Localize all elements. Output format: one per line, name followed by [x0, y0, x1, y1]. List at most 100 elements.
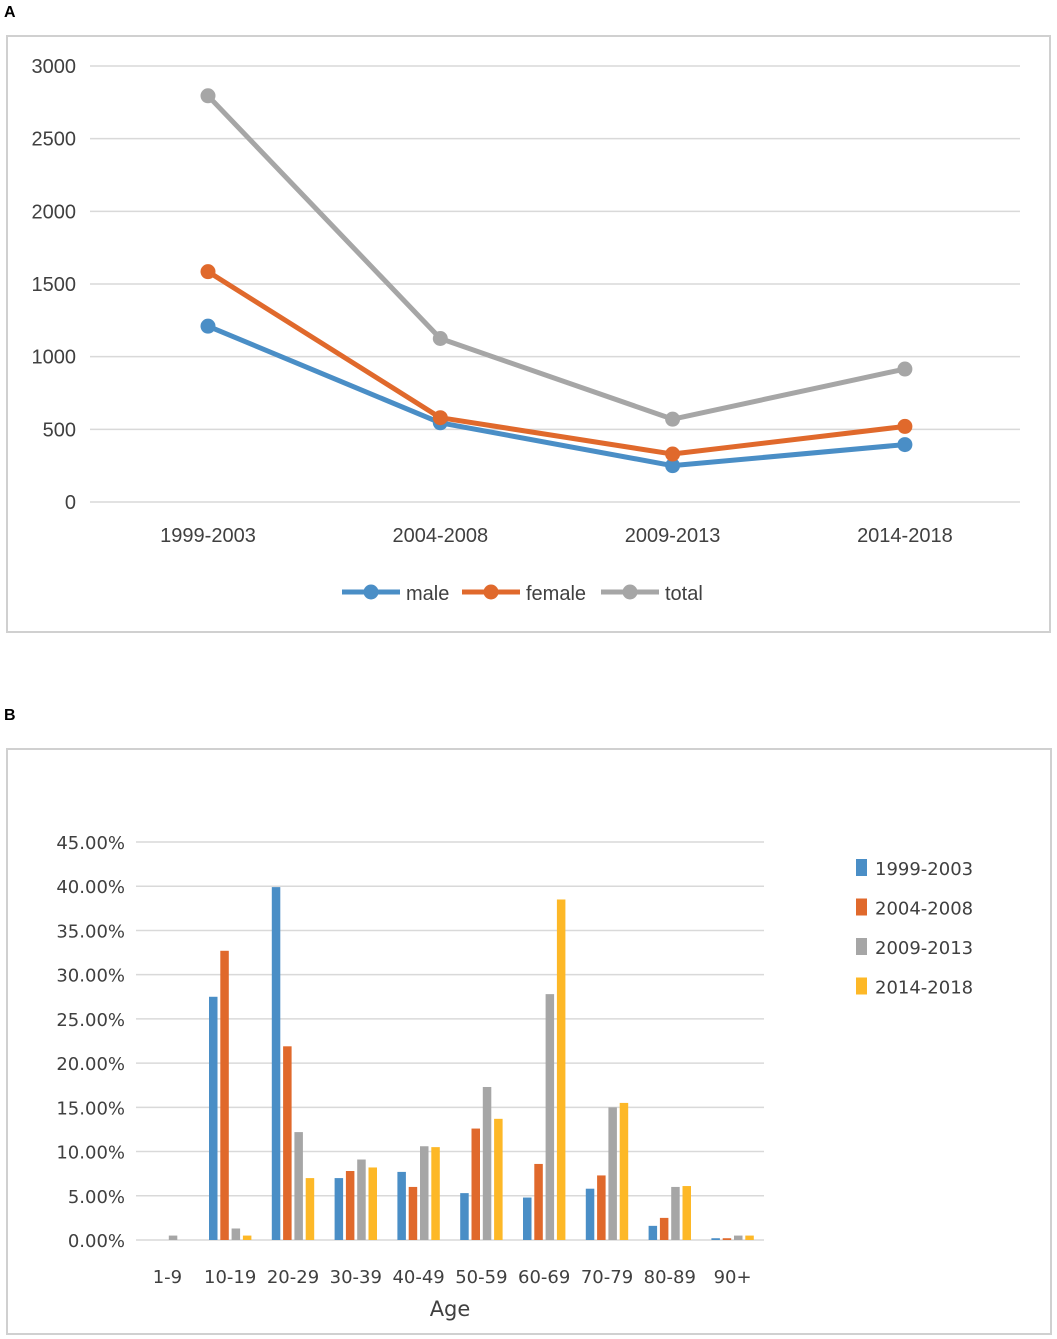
legend-marker-male [363, 584, 379, 600]
legend-label-female: female [526, 583, 586, 605]
legend-marker-female [483, 584, 499, 600]
bar-2009-2013 [231, 1228, 241, 1240]
bar-1999-2003 [397, 1171, 406, 1240]
bar-2009-2013 [671, 1186, 680, 1240]
legend-label-2014-2018: 2014-2018 [875, 978, 973, 999]
legend-label-male: male [406, 583, 449, 605]
bar-2014-2018 [242, 1235, 252, 1240]
y-tick-label: 1000 [32, 347, 77, 369]
bar-2014-2018 [745, 1235, 754, 1240]
y-tick-label: 1500 [32, 274, 77, 296]
bar-2014-2018 [556, 899, 566, 1240]
y-tick-label: 5.00% [68, 1187, 125, 1208]
panel-a-label: A [4, 4, 16, 21]
bar-1999-2003 [585, 1188, 595, 1240]
x-tick-label: 1999-2003 [160, 525, 256, 547]
panel-b-label: B [4, 707, 16, 724]
y-tick-label: 30.00% [56, 966, 125, 987]
x-tick-label: 70-79 [581, 1267, 633, 1288]
bar-2014-2018 [305, 1178, 315, 1240]
series-line-total [206, 94, 906, 422]
y-tick-label: 2500 [32, 129, 77, 151]
bar-2009-2013 [608, 1107, 617, 1240]
bar-2004-2008 [722, 1238, 732, 1240]
bar-1999-2003 [271, 887, 281, 1240]
legend-label-total: total [665, 583, 703, 605]
legend-label-2009-2013: 2009-2013 [875, 938, 973, 959]
y-tick-label: 35.00% [56, 921, 125, 942]
bar-2009-2013 [734, 1235, 743, 1240]
bar-2014-2018 [431, 1147, 440, 1240]
x-tick-label: 50-59 [455, 1267, 507, 1288]
data-point-female [897, 418, 913, 434]
bar-2009-2013 [482, 1086, 492, 1240]
legend-label-2004-2008: 2004-2008 [875, 899, 973, 920]
bar-2014-2018 [682, 1186, 691, 1240]
data-point-total [200, 88, 216, 104]
data-point-female [200, 264, 216, 280]
bar-1999-2003 [711, 1238, 720, 1240]
legend-swatch-2014-2018 [856, 977, 867, 995]
x-tick-label: 10-19 [204, 1267, 256, 1288]
y-tick-label: 25.00% [56, 1010, 125, 1031]
bar-1999-2003 [460, 1193, 469, 1240]
bar-2004-2008 [534, 1163, 543, 1240]
bar-2004-2008 [408, 1186, 418, 1240]
x-tick-label: 30-39 [330, 1267, 382, 1288]
legend-marker-total [622, 584, 638, 600]
bar-1999-2003 [334, 1178, 344, 1240]
legend-swatch-2009-2013 [856, 938, 867, 955]
bar-2009-2013 [545, 994, 555, 1240]
chart-a-frame [6, 35, 1051, 633]
y-tick-label: 20.00% [56, 1054, 125, 1075]
bar-2004-2008 [345, 1171, 355, 1240]
bar-2004-2008 [220, 950, 229, 1240]
data-point-male [665, 458, 681, 474]
bar-1999-2003 [648, 1225, 658, 1240]
bar-1999-2003 [523, 1197, 532, 1240]
x-tick-label: 80-89 [644, 1267, 696, 1288]
y-tick-label: 15.00% [56, 1098, 125, 1119]
bar-2009-2013 [357, 1159, 366, 1240]
bar-2009-2013 [420, 1146, 429, 1240]
data-point-total [665, 411, 681, 427]
x-tick-label: 2004-2008 [392, 525, 488, 547]
y-tick-label: 40.00% [56, 877, 125, 898]
data-point-female [665, 446, 681, 462]
legend-swatch-1999-2003 [856, 859, 867, 876]
x-tick-label: 1-9 [153, 1267, 182, 1288]
data-point-male [897, 437, 913, 453]
data-point-male [200, 318, 216, 334]
bar-2009-2013 [168, 1235, 178, 1240]
bar-2014-2018 [619, 1102, 629, 1240]
x-tick-label: 2009-2013 [625, 525, 721, 547]
x-tick-label: 90+ [714, 1267, 752, 1288]
series-line-male [207, 323, 906, 469]
y-tick-label: 0.00% [68, 1231, 125, 1252]
bar-2004-2008 [471, 1128, 480, 1240]
bar-2004-2008 [283, 1046, 292, 1240]
data-point-total [432, 331, 448, 346]
y-tick-label: 3000 [32, 56, 77, 78]
bar-2004-2008 [597, 1175, 606, 1240]
y-tick-label: 500 [43, 419, 76, 441]
bar-2014-2018 [368, 1167, 377, 1240]
x-tick-label: 20-29 [267, 1267, 319, 1288]
x-tick-label: 60-69 [518, 1267, 570, 1288]
line-chart: 0 500 1000 1500 2000 2500 3000 1999-2003 2004-20… [32, 56, 1020, 605]
y-tick-label: 10.00% [56, 1143, 125, 1164]
y-tick-label: 45.00% [56, 833, 125, 854]
bar-2014-2018 [494, 1118, 503, 1240]
bar-1999-2003 [209, 996, 218, 1240]
data-point-total [897, 361, 913, 377]
series-line-female [206, 269, 906, 457]
x-tick-label: 2014-2018 [857, 525, 953, 547]
y-tick-label: 0 [65, 492, 76, 514]
bar-2009-2013 [294, 1132, 303, 1240]
legend-label-1999-2003: 1999-2003 [875, 859, 973, 880]
data-point-female [432, 410, 448, 426]
x-tick-label: 40-49 [392, 1267, 444, 1288]
legend-swatch-2004-2008 [856, 898, 867, 916]
x-axis-label: Age [430, 1297, 471, 1321]
